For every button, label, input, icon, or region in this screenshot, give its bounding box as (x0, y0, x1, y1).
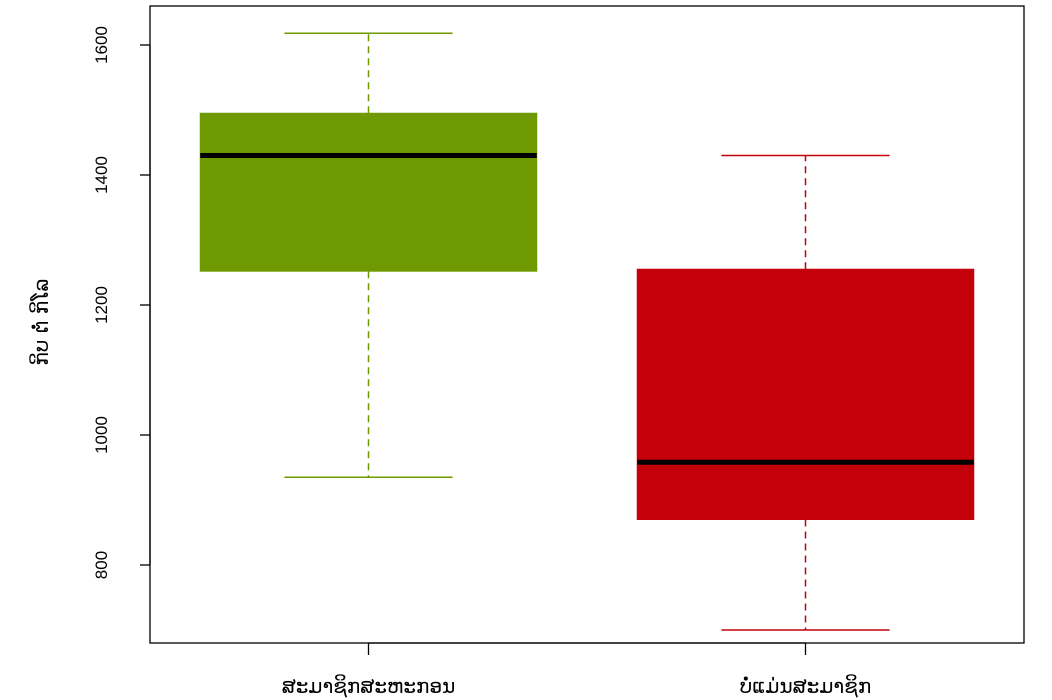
box-1 (637, 269, 973, 519)
y-tick-label-1: 1000 (92, 416, 111, 454)
box-group-1 (637, 156, 973, 631)
y-tick-label-0: 800 (92, 551, 111, 579)
box-0 (200, 113, 536, 271)
y-tick-label-3: 1400 (92, 156, 111, 194)
y-tick-label-2: 1200 (92, 286, 111, 324)
x-tick-label-1: ບໍ່ແມ່ນສະມາຊິກ (740, 674, 871, 698)
y-tick-label-4: 1600 (92, 26, 111, 64)
y-axis: 800 1000 1200 1400 1600 (92, 26, 150, 579)
x-axis: ສະມາຊິກສະຫະກອນ ບໍ່ແມ່ນສະມາຊິກ (282, 643, 872, 698)
y-axis-title: ກິບ ຕໍ່ ກິໂລ (29, 278, 53, 365)
boxes (200, 33, 973, 630)
x-tick-label-0: ສະມາຊິກສະຫະກອນ (282, 674, 456, 698)
box-group-0 (200, 33, 536, 477)
